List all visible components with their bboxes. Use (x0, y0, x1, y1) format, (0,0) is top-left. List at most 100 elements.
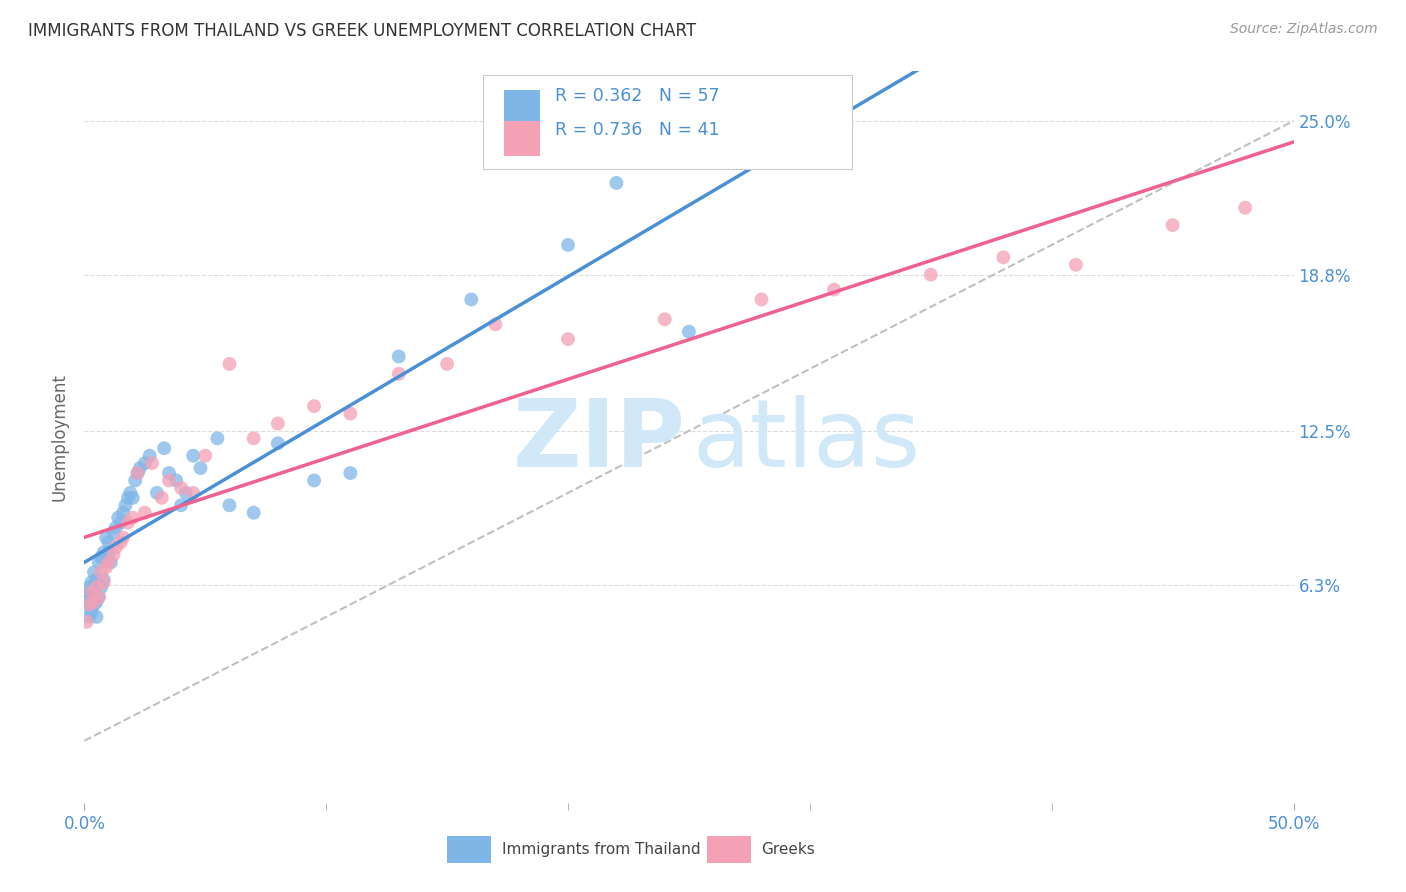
Point (165, 474, 187, 488)
Point (993, 250, 1015, 264)
Point (90, 550, 112, 565)
Point (77, 580, 100, 594)
Point (76, 615, 98, 629)
Point (100, 555, 122, 569)
Point (93, 545, 115, 559)
Point (127, 466, 149, 480)
Point (302, 399, 325, 413)
Point (150, 491, 173, 505)
Point (80, 605, 103, 619)
Point (170, 481, 193, 495)
Point (460, 293, 482, 307)
Point (112, 531, 135, 545)
Point (93, 575, 115, 590)
FancyBboxPatch shape (447, 837, 491, 863)
Point (218, 357, 240, 371)
Point (134, 456, 156, 470)
Point (110, 516, 132, 530)
Point (920, 268, 942, 282)
FancyBboxPatch shape (503, 121, 540, 156)
Point (751, 293, 773, 307)
Point (97, 555, 120, 569)
Point (80, 585, 103, 599)
Point (242, 506, 264, 520)
Point (388, 350, 411, 364)
Point (77, 610, 100, 624)
Point (87, 590, 110, 604)
Point (605, 176, 627, 190)
FancyBboxPatch shape (484, 75, 852, 169)
Point (80, 590, 103, 604)
Point (267, 417, 290, 431)
Point (302, 474, 325, 488)
Point (107, 510, 129, 524)
Point (557, 238, 579, 252)
Point (190, 461, 212, 475)
Point (86, 573, 108, 587)
Point (110, 535, 132, 549)
Point (1161, 218, 1184, 232)
Point (484, 318, 506, 332)
Point (146, 486, 169, 500)
Point (267, 436, 290, 450)
Point (114, 498, 136, 512)
Point (104, 541, 127, 555)
Point (94, 531, 117, 545)
Point (141, 456, 163, 470)
Point (117, 516, 139, 530)
Point (654, 312, 676, 326)
Point (83, 580, 105, 594)
Point (174, 486, 197, 500)
Point (388, 367, 411, 381)
Point (77, 585, 100, 599)
FancyBboxPatch shape (503, 90, 540, 125)
Point (124, 474, 146, 488)
Point (77, 598, 100, 612)
Point (120, 486, 142, 500)
Point (557, 332, 579, 346)
FancyBboxPatch shape (707, 837, 751, 863)
Point (83, 595, 105, 609)
Point (94, 560, 117, 574)
Point (207, 431, 229, 445)
Point (86, 595, 108, 609)
Point (1234, 201, 1257, 215)
Point (436, 357, 458, 371)
Point (194, 449, 217, 463)
Point (181, 449, 204, 463)
Point (80, 575, 103, 590)
Point (339, 466, 361, 480)
Point (103, 525, 125, 540)
Point (103, 548, 125, 562)
Point (76, 590, 98, 604)
Point (339, 407, 361, 421)
Text: IMMIGRANTS FROM THAILAND VS GREEK UNEMPLOYMENT CORRELATION CHART: IMMIGRANTS FROM THAILAND VS GREEK UNEMPL… (28, 22, 696, 40)
Text: ZIP: ZIP (512, 395, 685, 487)
Text: Greeks: Greeks (762, 842, 815, 857)
Point (823, 283, 845, 297)
Point (121, 491, 143, 505)
Point (134, 506, 156, 520)
Text: R = 0.362   N = 57: R = 0.362 N = 57 (555, 87, 720, 105)
Point (170, 498, 193, 512)
Text: Immigrants from Thailand: Immigrants from Thailand (502, 842, 700, 857)
Point (1064, 258, 1087, 272)
Point (86, 610, 108, 624)
Point (153, 442, 176, 456)
Text: atlas: atlas (693, 395, 921, 487)
Point (112, 506, 135, 520)
Point (121, 510, 143, 524)
Point (90, 565, 112, 579)
Point (129, 461, 152, 475)
Point (127, 466, 149, 480)
Point (87, 555, 110, 569)
Point (90, 580, 112, 594)
Point (83, 598, 105, 612)
Point (157, 466, 180, 480)
Text: Source: ZipAtlas.com: Source: ZipAtlas.com (1230, 22, 1378, 37)
Point (97, 545, 120, 559)
Y-axis label: Unemployment: Unemployment (51, 373, 69, 501)
Point (83, 565, 105, 579)
Point (678, 325, 700, 339)
Point (117, 491, 139, 505)
